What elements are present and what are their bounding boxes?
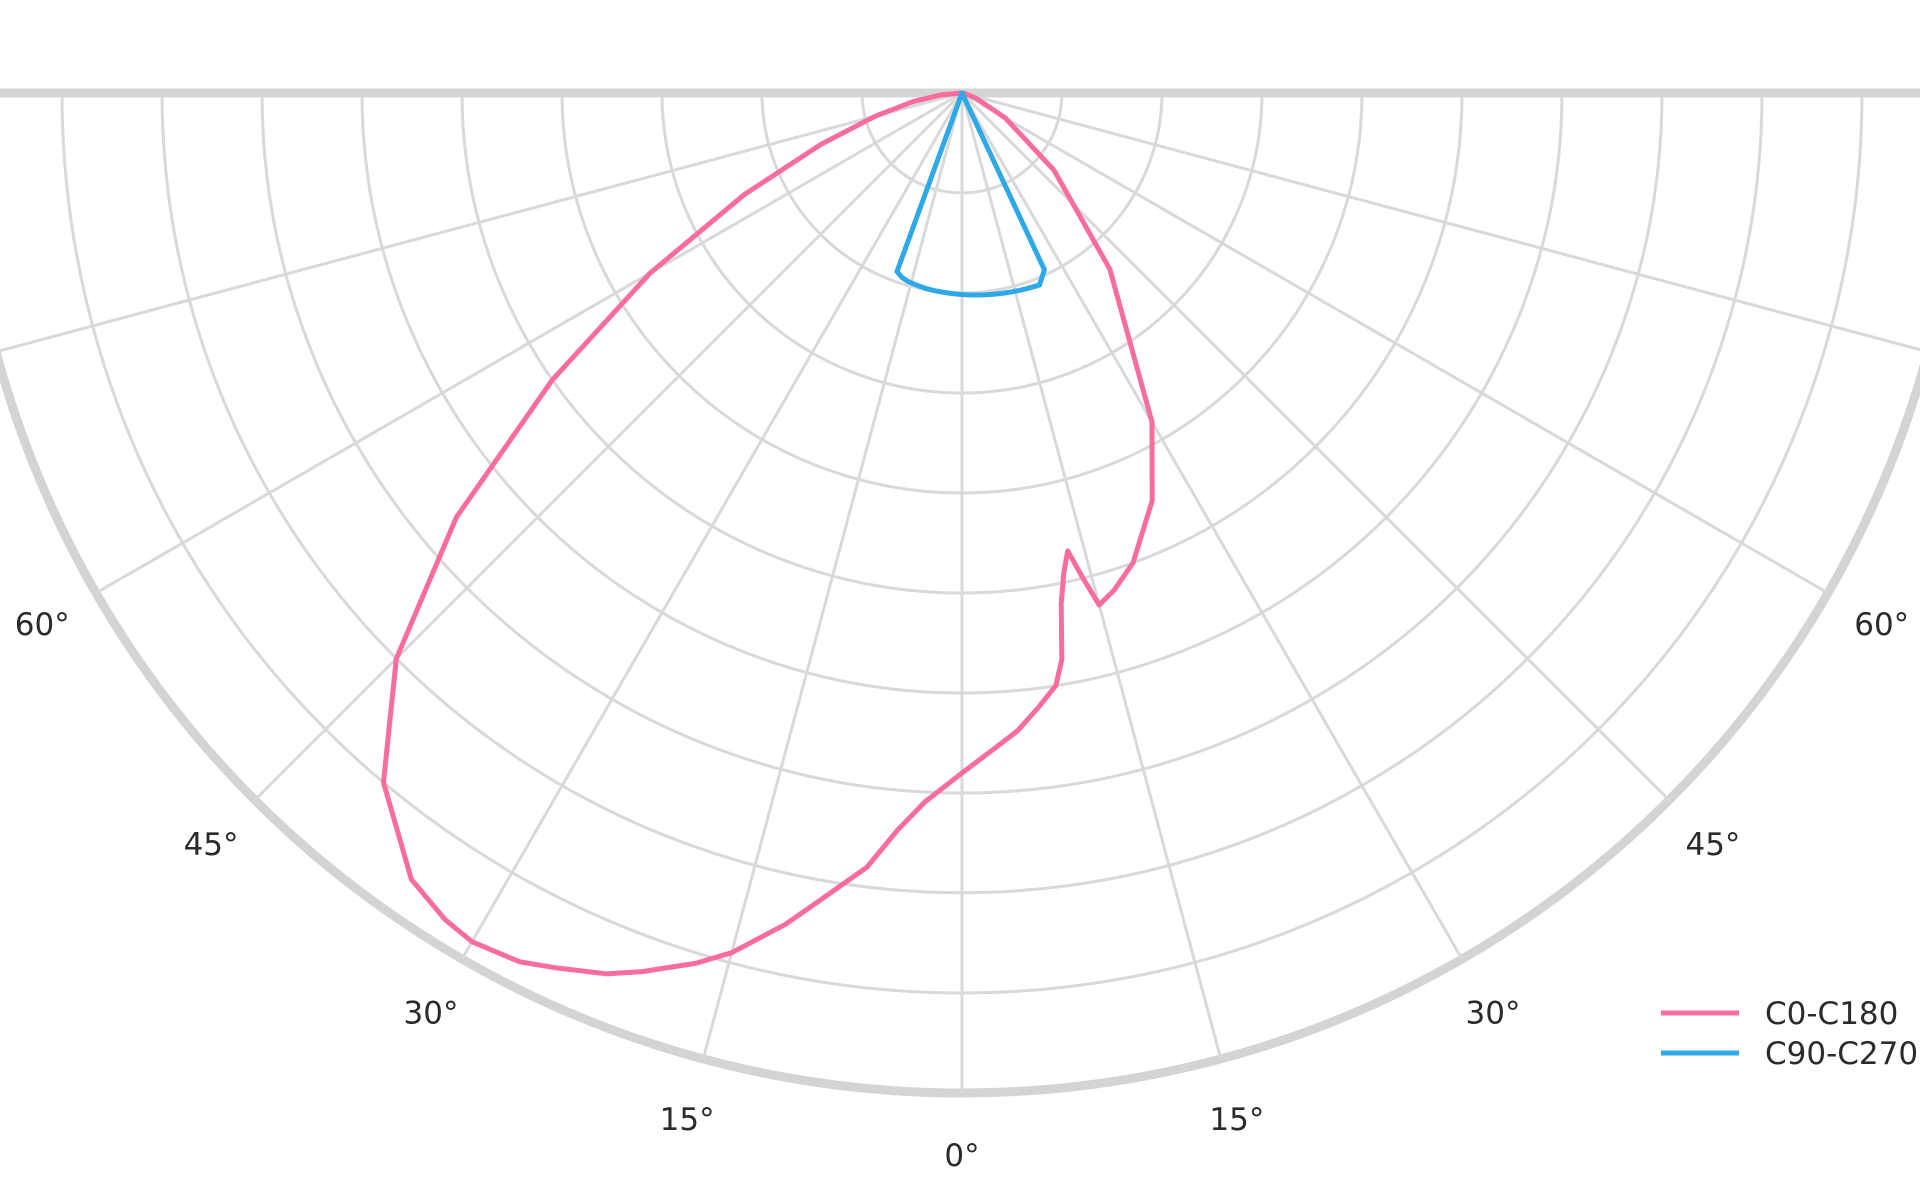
angle-tick-60: 60° <box>1854 607 1909 643</box>
spoke--15 <box>701 92 964 1060</box>
radial-gridlines <box>0 92 1920 1098</box>
chart-legend: C0-C180 C90-C270 <box>1661 996 1918 1072</box>
angle-tick-labels: 90°75°60°45°30°15°0°15°30°45°60°75°90° <box>15 607 1909 1174</box>
angle-tick-45: 45° <box>1685 827 1740 863</box>
angle-tick--60: 60° <box>15 607 70 643</box>
grid-layer <box>0 88 1920 1098</box>
series-layer <box>380 90 1155 977</box>
spoke-45 <box>960 91 1671 802</box>
angle-tick-15: 15° <box>1209 1102 1264 1138</box>
angle-tick--30: 30° <box>404 996 459 1032</box>
spoke--75 <box>0 91 963 353</box>
angle-tick--45: 45° <box>184 827 239 863</box>
legend-label-c90-c270: C90-C270 <box>1765 1036 1918 1072</box>
spoke-75 <box>961 91 1920 352</box>
angle-tick--15: 15° <box>660 1102 715 1138</box>
angle-tick-0: 0° <box>944 1138 979 1174</box>
series-curve-c90-c270 <box>894 90 1047 298</box>
spoke-30 <box>960 92 1464 960</box>
spoke-60 <box>961 91 1829 595</box>
angle-tick-30: 30° <box>1466 996 1521 1032</box>
spoke--45 <box>253 91 964 802</box>
spoke-15 <box>960 92 1223 1060</box>
spoke--60 <box>95 91 963 595</box>
legend-label-c0-c180: C0-C180 <box>1765 996 1898 1032</box>
series-curve-c0-c180 <box>380 90 1155 977</box>
spoke--30 <box>460 92 964 960</box>
